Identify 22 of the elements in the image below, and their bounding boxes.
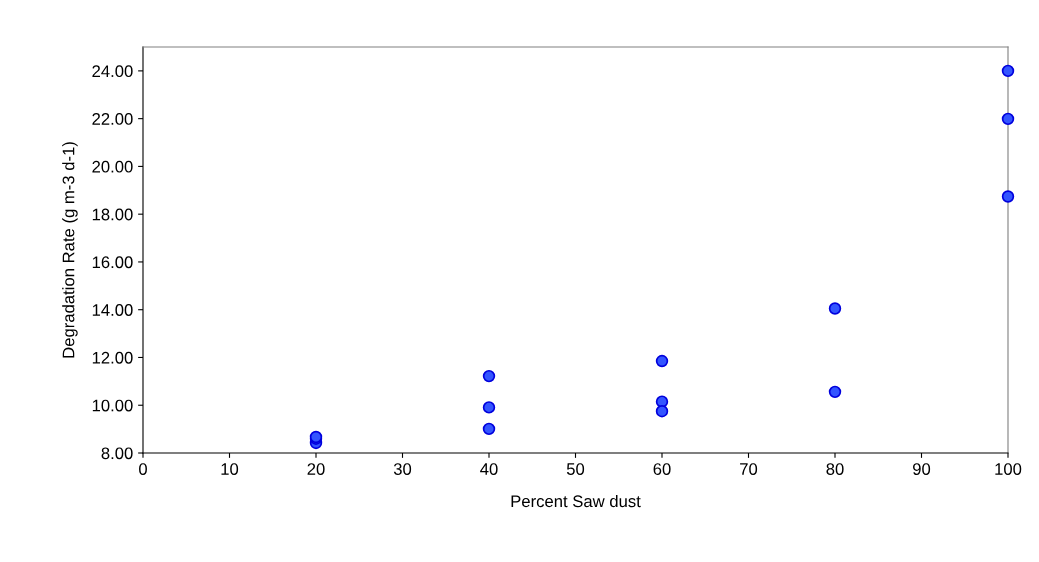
y-tick-label: 10.00 bbox=[92, 399, 133, 412]
x-tick-label: 0 bbox=[139, 463, 147, 475]
x-tick-label: 20 bbox=[307, 463, 325, 475]
y-tick-label: 18.00 bbox=[92, 208, 133, 221]
x-tick-label: 60 bbox=[653, 463, 671, 475]
y-tick-label: 20.00 bbox=[92, 160, 133, 173]
x-tick-label: 30 bbox=[393, 463, 412, 475]
x-tick-label: 100 bbox=[995, 463, 1022, 475]
x-tick-label: 90 bbox=[913, 463, 931, 475]
x-tick-label: 10 bbox=[221, 463, 239, 475]
y-axis-title: Degradation Rate (g m-3 d-1) bbox=[62, 142, 78, 358]
y-tick-label: 22.00 bbox=[92, 113, 133, 125]
y-tick-label: 14.00 bbox=[92, 304, 133, 316]
x-tick-label: 70 bbox=[740, 463, 758, 475]
x-axis-title: Percent Saw dust bbox=[511, 494, 641, 508]
y-tick-label: 16.00 bbox=[92, 256, 133, 269]
x-tick-label: 80 bbox=[826, 463, 844, 475]
x-tick-label: 50 bbox=[566, 463, 585, 475]
x-tick-label: 40 bbox=[480, 463, 498, 475]
y-tick-label: 12.00 bbox=[92, 351, 133, 364]
y-tick-label: 8.00 bbox=[101, 447, 133, 460]
y-tick-label: 24.00 bbox=[92, 65, 133, 78]
